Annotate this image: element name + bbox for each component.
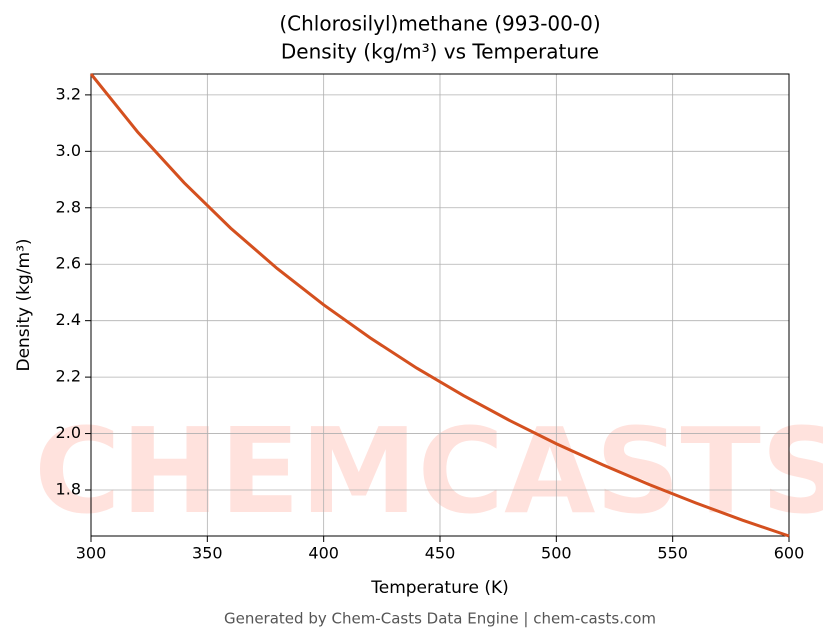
y-tick-label: 2.8 (56, 197, 81, 216)
x-tick-label: 600 (774, 544, 805, 563)
y-tick-label: 2.4 (56, 310, 81, 329)
x-tick-label: 500 (541, 544, 572, 563)
y-tick-label: 2.0 (56, 423, 81, 442)
chart-title: (Chlorosilyl)methane (993-00-0) (279, 12, 600, 36)
footer: Generated by Chem-Casts Data Engine | ch… (224, 610, 656, 628)
data-line (89, 73, 790, 538)
y-tick-label: 3.2 (56, 84, 81, 103)
x-tick-label: 300 (76, 544, 107, 563)
y-tick-label: 3.0 (56, 141, 81, 160)
x-tick-label: 450 (425, 544, 456, 563)
y-tick-label: 1.8 (56, 479, 81, 498)
x-tick-label: 350 (192, 544, 223, 563)
y-tick-label: 2.2 (56, 367, 81, 386)
chart-subtitle: Density (kg/m³) vs Temperature (281, 40, 599, 64)
x-axis-label: Temperature (K) (370, 578, 509, 598)
y-tick-label: 2.6 (56, 254, 81, 273)
x-tick-label: 400 (308, 544, 339, 563)
y-axis-label: Density (kg/m³) (14, 238, 34, 371)
watermark: CHEMCASTS (34, 402, 823, 540)
plot-frame (90, 73, 790, 537)
x-tick-label: 550 (657, 544, 688, 563)
